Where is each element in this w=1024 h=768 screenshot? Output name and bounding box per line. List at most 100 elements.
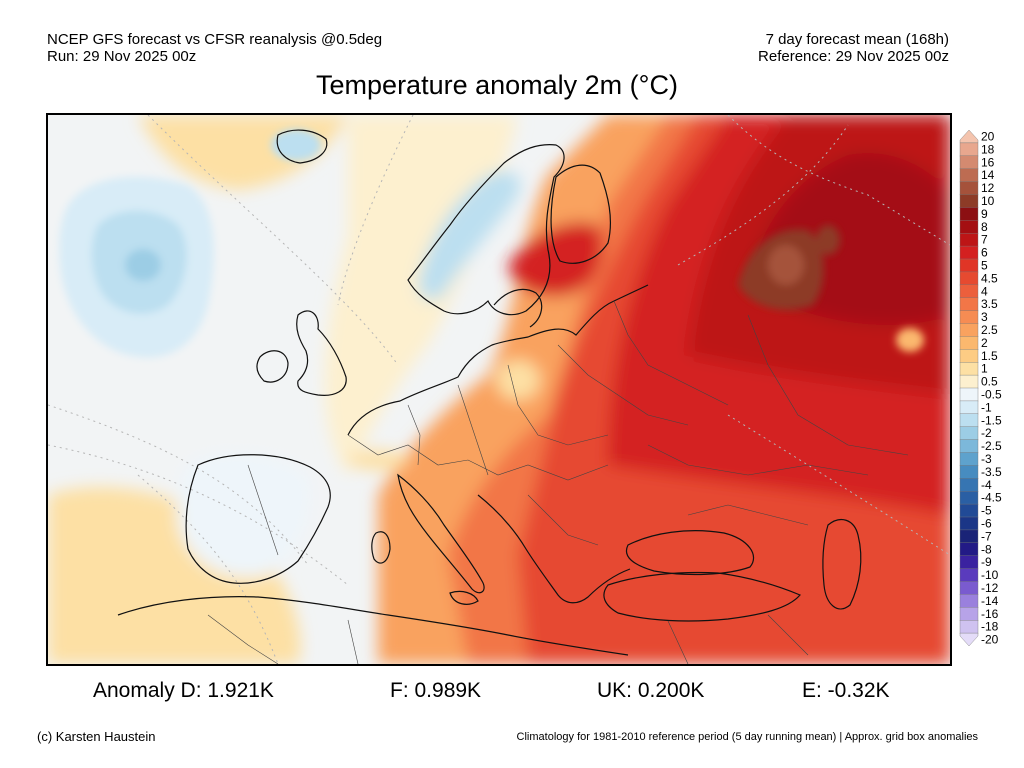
- border-line: [647, 444, 869, 476]
- colorbar-label: 1.5: [981, 349, 998, 363]
- colorbar-label: -1.5: [981, 413, 1002, 427]
- colorbar-label: -2.5: [981, 439, 1002, 453]
- colorbar-label: 14: [981, 168, 995, 182]
- colorbar-label: -20: [981, 633, 999, 647]
- colorbar-label: -4.5: [981, 491, 1002, 505]
- colorbar-label: 2: [981, 336, 988, 350]
- coast-baltic: [493, 288, 543, 328]
- colorbar-swatch: [959, 555, 979, 570]
- colorbar-swatch: [959, 607, 979, 621]
- border-line: [667, 620, 689, 664]
- colorbar-label: -1: [981, 400, 992, 414]
- graticule-line: [677, 124, 849, 266]
- border-line: [407, 404, 421, 466]
- coast-continent: [347, 284, 649, 436]
- colorbar-swatch: [959, 142, 979, 157]
- border-line: [247, 464, 279, 556]
- colorbar-swatch: [959, 181, 979, 196]
- border-line: [507, 364, 609, 446]
- coast-britain: [296, 310, 347, 396]
- border-line: [613, 300, 729, 406]
- colorbar-swatch: [959, 232, 979, 247]
- colorbar-label: 6: [981, 246, 988, 260]
- colorbar-label: 4: [981, 284, 988, 298]
- climatology-footnote: Climatology for 1981-2010 reference peri…: [516, 731, 978, 743]
- colorbar-label: -8: [981, 542, 992, 556]
- coast-ireland: [256, 350, 289, 383]
- coast-turkey: [603, 571, 801, 622]
- colorbar-label: -3.5: [981, 465, 1002, 479]
- colorbar-swatch: [959, 297, 979, 312]
- colorbar-label: -12: [981, 581, 999, 595]
- colorbar-swatch: [959, 374, 979, 389]
- colorbar-swatch: [959, 413, 979, 428]
- colorbar-swatch: [959, 594, 979, 608]
- border-line: [747, 314, 909, 456]
- field-finland-hot: [508, 222, 602, 297]
- coast-balkans: [477, 494, 631, 604]
- colorbar-label: 4.5: [981, 271, 998, 285]
- stat-domain: Anomaly D: 1.921K: [93, 679, 274, 702]
- colorbar-swatch: [959, 503, 979, 518]
- graticule-line: [727, 414, 950, 556]
- stat-uk: UK: 0.200K: [597, 679, 705, 702]
- colorbar-label: -5: [981, 504, 992, 518]
- colorbar-swatch: [959, 168, 979, 183]
- colorbar-label: 8: [981, 220, 988, 234]
- coast-sicily: [449, 590, 479, 605]
- russia-extreme-anomaly: [738, 225, 924, 352]
- field-poland-pale: [496, 360, 540, 400]
- colorbar-label: 2.5: [981, 323, 998, 337]
- author-credit: (c) Karsten Haustein: [37, 729, 156, 744]
- colorbar-label: -9: [981, 555, 992, 569]
- colorbar-swatch: [959, 400, 979, 415]
- colorbar-label: 9: [981, 207, 988, 221]
- colorbar-swatch: [959, 529, 979, 544]
- colorbar-label: 1: [981, 362, 988, 376]
- colorbar-swatch: [959, 581, 979, 596]
- colorbar-swatch: [959, 207, 979, 221]
- colorbar-swatch: [959, 310, 979, 325]
- coastlines: [117, 129, 862, 656]
- colorbar-swatches: [959, 129, 979, 647]
- coast-north-africa: [117, 596, 629, 656]
- atlantic-cool-core: [125, 249, 161, 281]
- border-line: [457, 384, 489, 476]
- colorbar-label: -14: [981, 594, 999, 608]
- colorbar-swatch: [959, 452, 979, 467]
- border-line: [767, 614, 809, 656]
- coast-black-sea: [625, 530, 755, 576]
- coast-sardinia: [371, 531, 391, 564]
- run-time: Run: 29 Nov 2025 00z: [47, 48, 197, 65]
- colorbar-label: -4: [981, 478, 992, 492]
- atlantic-cool-anomaly: [59, 129, 321, 358]
- reference-time: Reference: 29 Nov 2025 00z: [758, 48, 949, 65]
- border-line: [207, 614, 279, 664]
- colorbar-swatch: [959, 245, 979, 260]
- colorbar-label: -16: [981, 607, 999, 621]
- graticule-line: [48, 444, 349, 586]
- russia-extreme-inner: [768, 245, 804, 285]
- colorbar-label: -10: [981, 568, 999, 582]
- colorbar-label: 3.5: [981, 297, 998, 311]
- coast-italy: [397, 473, 485, 594]
- borders: [207, 300, 909, 664]
- coast-iberia: [185, 454, 331, 584]
- map-title: Temperature anomaly 2m (°C): [316, 70, 678, 100]
- colorbar-swatch: [959, 194, 979, 209]
- colorbar-swatch: [959, 491, 979, 505]
- model-description: NCEP GFS forecast vs CFSR reanalysis @0.…: [47, 31, 383, 48]
- stat-e: E: -0.32K: [802, 679, 890, 702]
- colorbar-label: -0.5: [981, 387, 1002, 401]
- colorbar-swatch: [959, 439, 979, 454]
- colorbar-label: 0.5: [981, 375, 998, 389]
- colorbar-swatch: [959, 568, 979, 583]
- field-norway-cool: [418, 171, 521, 301]
- border-line: [687, 504, 809, 526]
- colorbar-swatch: [959, 387, 979, 402]
- colorbar-swatch: [959, 516, 979, 531]
- colorbar-label: 10: [981, 194, 995, 208]
- colorbar-swatch: [959, 632, 979, 647]
- graticule-line: [147, 115, 399, 366]
- colorbar-swatch: [959, 323, 979, 338]
